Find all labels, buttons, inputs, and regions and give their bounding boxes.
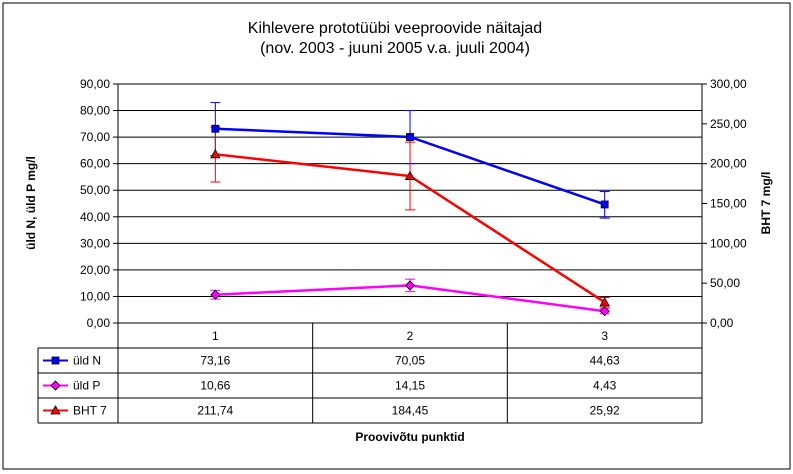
data-label: 4,43 (593, 379, 617, 393)
y-tick-label: 60,00 (80, 157, 110, 171)
y2-tick-label: 250,00 (710, 117, 747, 131)
data-label: 211,74 (197, 404, 233, 418)
legend-key-marker-1 (50, 380, 61, 391)
data-label: 25,92 (590, 404, 620, 418)
data-table: 1 2 3 üld N 73,16 70,05 44,63 üld P 10,66 14,15 4,… (37, 322, 703, 424)
legend-entry-2: BHT 7 (73, 404, 107, 418)
data-point-2-0 (210, 148, 221, 159)
y-tick-label: 10,00 (80, 289, 110, 303)
legend-entry-0: üld N (73, 354, 101, 368)
category-label: 3 (601, 329, 608, 343)
x-axis-label: Proovivõtu punktid (355, 430, 464, 444)
data-point-2-2 (599, 297, 610, 307)
y-tick-label: 80,00 (80, 104, 110, 118)
legend-entry-1: üld P (73, 379, 100, 393)
data-point-0-1 (406, 133, 414, 141)
y2-tick-label: 150,00 (710, 197, 747, 211)
y-axis-label: üld N, üld P mg/l (24, 156, 38, 250)
y-tick-label: 30,00 (80, 236, 110, 250)
data-label: 73,16 (200, 354, 230, 368)
data-point-0-0 (211, 124, 220, 133)
y2-axis-label: BHT 7 mg/l (759, 172, 773, 235)
data-label: 14,15 (395, 379, 425, 393)
data-point-0-2 (600, 200, 609, 209)
data-point-1-0 (210, 289, 221, 300)
legend-key-marker-2 (50, 405, 61, 415)
data-label: 70,05 (395, 354, 425, 368)
data-label: 10,66 (200, 379, 230, 393)
y-tick-label: 50,00 (80, 183, 110, 197)
axes: 0,00 10,00 20,00 30,00 40,00 50,00 60,00 70,00 8… (80, 77, 747, 330)
y2-tick-label: 50,00 (710, 276, 740, 290)
legend-key-marker-0 (51, 356, 60, 365)
chart-title: Kihlevere prototüübi veeproovide näitaja… (248, 20, 542, 37)
y-tick-label: 20,00 (80, 263, 110, 277)
y-tick-label: 70,00 (80, 130, 110, 144)
data-point-1-1 (404, 280, 416, 291)
y-tick-label: 90,00 (80, 77, 110, 91)
data-label: 184,45 (392, 404, 429, 418)
category-label: 1 (212, 329, 219, 343)
data-label: 44,63 (590, 354, 620, 368)
data-point-1-2 (599, 306, 610, 317)
y2-tick-label: 0,00 (710, 316, 734, 330)
y-tick-label: 40,00 (80, 210, 110, 224)
data-point-2-1 (404, 170, 416, 180)
y2-tick-label: 200,00 (710, 157, 747, 171)
category-label: 2 (407, 329, 414, 343)
y2-tick-label: 300,00 (710, 77, 747, 91)
y-tick-label: 0,00 (87, 316, 111, 330)
y2-tick-label: 100,00 (710, 236, 747, 250)
series-markers (210, 124, 610, 317)
chart-subtitle: (nov. 2003 - juuni 2005 v.a. juuli 2004) (260, 40, 530, 57)
